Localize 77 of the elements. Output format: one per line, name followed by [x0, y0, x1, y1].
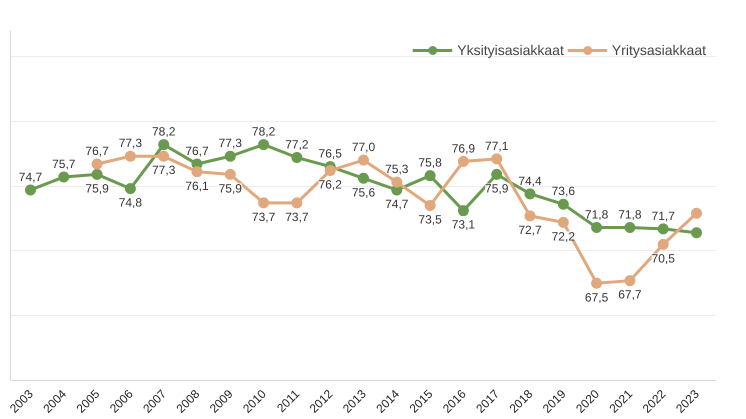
- data-label: 77,3: [118, 136, 142, 150]
- point: [291, 152, 302, 164]
- point: [92, 168, 103, 180]
- data-label: 76,5: [318, 146, 342, 161]
- point: [258, 139, 270, 150]
- data-label: 70,5: [652, 251, 676, 266]
- data-label: 74,4: [518, 174, 542, 188]
- data-label: 75,9: [485, 181, 509, 196]
- point: [558, 216, 569, 228]
- point: [158, 139, 170, 150]
- data-label: 75,3: [385, 162, 409, 176]
- data-label: 77,0: [352, 140, 376, 154]
- data-label: 77,1: [485, 138, 509, 153]
- data-label: 67,7: [618, 288, 642, 302]
- data-label: 76,7: [85, 144, 110, 158]
- point: [691, 208, 702, 219]
- data-label: 73,7: [285, 210, 309, 224]
- data-label: 72,7: [518, 222, 542, 237]
- point: [491, 153, 502, 164]
- data-label: 73,7: [252, 210, 276, 224]
- point: [224, 168, 236, 180]
- data-label: 77,3: [218, 136, 242, 150]
- point: [691, 227, 702, 238]
- data-label: 75,9: [218, 181, 242, 196]
- data-label: 74,7: [18, 170, 42, 184]
- legend-label: Yritysasiakkaat: [612, 42, 706, 58]
- data-label: 73,1: [452, 218, 476, 232]
- point: [558, 198, 569, 210]
- point: [524, 188, 536, 200]
- point: [92, 158, 103, 170]
- point: [191, 166, 202, 178]
- point: [158, 150, 170, 162]
- data-label: 76,7: [185, 144, 209, 158]
- point: [24, 184, 36, 196]
- point: [324, 165, 336, 176]
- point: [591, 222, 602, 234]
- data-label: 75,6: [352, 185, 376, 200]
- data-label: 75,8: [418, 156, 442, 170]
- legend-label: Yksityisasiakkaat: [457, 42, 564, 58]
- data-label: 74,8: [118, 196, 142, 210]
- point: [491, 168, 502, 180]
- point: [624, 222, 636, 234]
- data-label: 77,3: [152, 163, 176, 178]
- data-label: 72,2: [552, 229, 576, 244]
- point: [58, 171, 70, 182]
- point: [658, 238, 669, 250]
- data-label: 67,5: [584, 290, 609, 304]
- data-label: 73,6: [552, 184, 576, 198]
- data-label: 77,2: [285, 138, 309, 152]
- data-label: 76,9: [452, 141, 476, 156]
- data-label: 76,1: [185, 178, 209, 193]
- point: [458, 156, 469, 167]
- point: [624, 275, 636, 286]
- point: [391, 176, 402, 188]
- data-label: 74,7: [385, 196, 409, 211]
- data-label: 75,7: [52, 156, 76, 171]
- point: [358, 154, 369, 166]
- point: [424, 170, 436, 182]
- point: [124, 150, 136, 162]
- data-label: 75,9: [85, 181, 110, 196]
- data-label: 78,2: [252, 124, 276, 139]
- data-label: 76,2: [318, 178, 342, 192]
- point: [524, 210, 536, 222]
- data-label: 73,5: [418, 212, 442, 226]
- point: [291, 197, 302, 208]
- data-label: 71,7: [652, 208, 676, 223]
- point: [424, 200, 436, 211]
- point: [258, 197, 270, 208]
- point: [658, 223, 669, 234]
- point: [358, 172, 369, 184]
- data-label: 78,2: [152, 124, 176, 139]
- point: [224, 150, 236, 162]
- data-label: 71,8: [618, 208, 642, 222]
- point: [458, 205, 469, 216]
- point: [124, 183, 136, 194]
- point: [591, 278, 602, 289]
- data-label: 71,8: [584, 208, 609, 222]
